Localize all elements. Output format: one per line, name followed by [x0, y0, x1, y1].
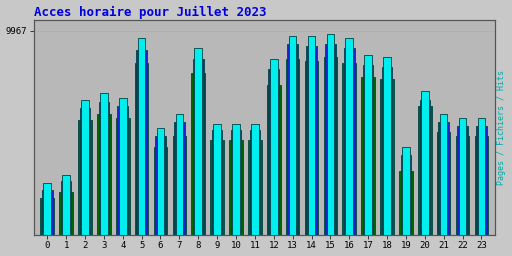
Bar [193, 59, 204, 234]
Bar [157, 128, 164, 234]
Bar [119, 98, 126, 234]
Bar [459, 118, 466, 234]
Bar [440, 114, 447, 234]
Bar [438, 122, 449, 234]
Bar [289, 36, 296, 234]
Bar [78, 120, 92, 234]
Bar [155, 136, 166, 234]
Bar [267, 85, 281, 234]
Bar [383, 57, 391, 234]
Bar [97, 114, 111, 234]
Bar [40, 198, 54, 234]
Bar [42, 189, 53, 234]
Bar [62, 175, 70, 234]
Bar [81, 100, 89, 234]
Bar [476, 126, 487, 234]
Bar [173, 136, 186, 234]
Bar [380, 79, 394, 234]
Bar [456, 136, 470, 234]
Bar [154, 147, 167, 234]
Bar [229, 141, 243, 234]
Bar [343, 63, 356, 234]
Bar [308, 36, 315, 234]
Bar [286, 59, 300, 234]
Bar [212, 130, 222, 234]
Bar [437, 132, 451, 234]
Bar [287, 44, 298, 234]
Bar [138, 38, 145, 234]
Bar [231, 130, 241, 234]
Bar [98, 102, 109, 234]
Bar [457, 126, 468, 234]
Bar [344, 48, 355, 234]
Bar [418, 106, 432, 234]
Bar [100, 93, 108, 234]
Bar [80, 108, 90, 234]
Bar [135, 63, 148, 234]
Bar [346, 38, 353, 234]
Bar [116, 118, 130, 234]
Bar [195, 48, 202, 234]
Bar [176, 114, 183, 234]
Bar [402, 147, 410, 234]
Bar [44, 183, 51, 234]
Bar [419, 100, 430, 234]
Bar [214, 124, 221, 234]
Bar [251, 124, 259, 234]
Bar [249, 130, 260, 234]
Bar [478, 118, 485, 234]
Bar [59, 191, 73, 234]
Bar [325, 44, 336, 234]
Bar [327, 34, 334, 234]
Bar [363, 65, 373, 234]
Bar [191, 73, 205, 234]
Bar [365, 55, 372, 234]
Bar [421, 91, 429, 234]
Bar [232, 124, 240, 234]
Bar [174, 122, 185, 234]
Bar [270, 59, 278, 234]
Bar [268, 69, 279, 234]
Bar [248, 141, 262, 234]
Bar [305, 61, 318, 234]
Y-axis label: Pages / Fichiers / Hits: Pages / Fichiers / Hits [498, 70, 506, 185]
Bar [361, 77, 375, 234]
Bar [210, 141, 224, 234]
Text: Acces horaire pour Juillet 2023: Acces horaire pour Juillet 2023 [34, 6, 267, 19]
Bar [117, 106, 128, 234]
Bar [136, 50, 147, 234]
Bar [324, 57, 337, 234]
Bar [400, 155, 411, 234]
Bar [382, 67, 392, 234]
Bar [306, 46, 317, 234]
Bar [399, 171, 413, 234]
Bar [61, 181, 71, 234]
Bar [475, 136, 488, 234]
